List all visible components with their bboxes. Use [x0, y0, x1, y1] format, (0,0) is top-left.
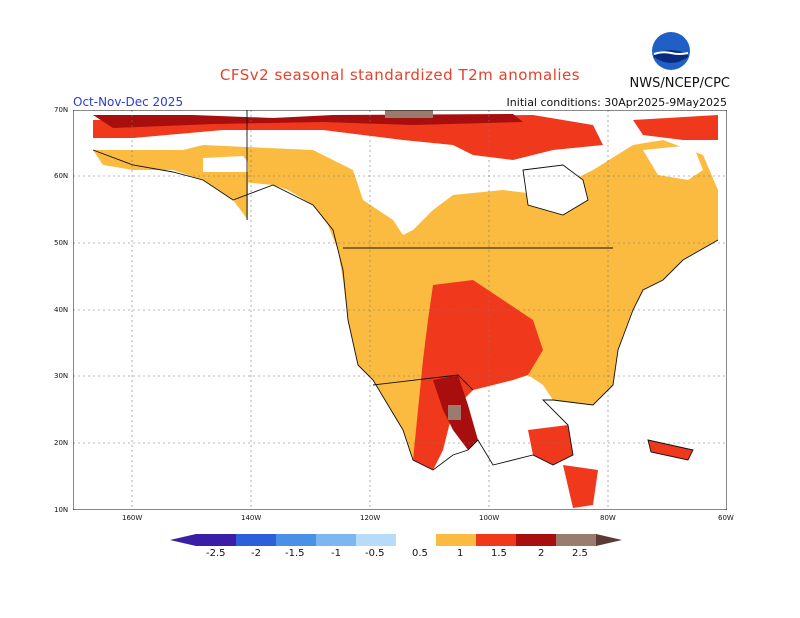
- colorbar-swatch: [356, 534, 396, 546]
- colorbar-low-arrow: [170, 534, 196, 546]
- colorbar-label: -1: [331, 548, 341, 559]
- colorbar-label: -1.5: [285, 548, 305, 559]
- lat-label: 50N: [54, 239, 69, 247]
- anomaly-map: [73, 110, 727, 510]
- colorbar-label: -2: [251, 548, 261, 559]
- colorbar-swatch: [396, 534, 436, 546]
- map-title: CFSv2 seasonal standardized T2m anomalie…: [219, 66, 581, 84]
- colorbar-label: 1.5: [491, 548, 507, 559]
- colorbar-label: -0.5: [365, 548, 385, 559]
- lon-label: 60W: [718, 514, 734, 522]
- anomaly-region-1-1.5-cuba: [648, 440, 693, 460]
- colorbar-label: -2.5: [206, 548, 226, 559]
- colorbar-high-arrow: [596, 534, 622, 546]
- lat-label: 70N: [54, 106, 69, 114]
- lon-label: 160W: [122, 514, 143, 522]
- lon-label: 80W: [600, 514, 616, 522]
- colorbar-swatch: [516, 534, 556, 546]
- lat-label: 30N: [54, 372, 69, 380]
- colorbar-swatch: [436, 534, 476, 546]
- colorbar-label: 2.5: [572, 548, 588, 559]
- anomaly-region-1-1.5-arctic-east: [633, 115, 718, 140]
- colorbar-label: 1: [457, 548, 464, 559]
- colorbar-swatch: [316, 534, 356, 546]
- anomaly-region-0.5-1: [93, 140, 718, 470]
- lat-label: 60N: [54, 172, 69, 180]
- anomaly-region-1-1.5-plains: [413, 280, 543, 470]
- colorbar-label: 2: [538, 548, 545, 559]
- colorbar-swatch: [276, 534, 316, 546]
- lon-label: 100W: [479, 514, 500, 522]
- colorbar-swatch: [476, 534, 516, 546]
- anomaly-region-2-2.5: [385, 110, 433, 118]
- colorbar-label: 0.5: [412, 548, 428, 559]
- initial-conditions-label: Initial conditions: 30Apr2025-9May2025: [506, 96, 727, 109]
- lat-label: 20N: [54, 439, 69, 447]
- near-normal-alaska: [203, 156, 248, 172]
- colorbar: [170, 534, 622, 546]
- colorbar-swatch: [556, 534, 596, 546]
- lat-label: 40N: [54, 306, 69, 314]
- season-label: Oct-Nov-Dec 2025: [73, 95, 184, 109]
- anomaly-region-1-1.5-central-america: [563, 465, 598, 508]
- noaa-logo-icon: [652, 32, 690, 70]
- anomaly-region-1-1.5-arctic: [93, 115, 603, 160]
- lon-label: 140W: [241, 514, 262, 522]
- coastlines: [92, 110, 719, 471]
- lat-label: 10N: [54, 506, 69, 514]
- lon-label: 120W: [360, 514, 381, 522]
- graticule: [73, 110, 727, 510]
- agency-label: NWS/NCEP/CPC: [629, 76, 730, 91]
- anomaly-region-1-1.5-yucatan: [528, 425, 573, 465]
- colorbar-swatch: [236, 534, 276, 546]
- colorbar-swatch: [196, 534, 236, 546]
- near-normal-labrador: [643, 145, 703, 180]
- anomaly-region-2-2.5-mexico: [448, 405, 461, 420]
- near-normal-hudson: [523, 165, 588, 215]
